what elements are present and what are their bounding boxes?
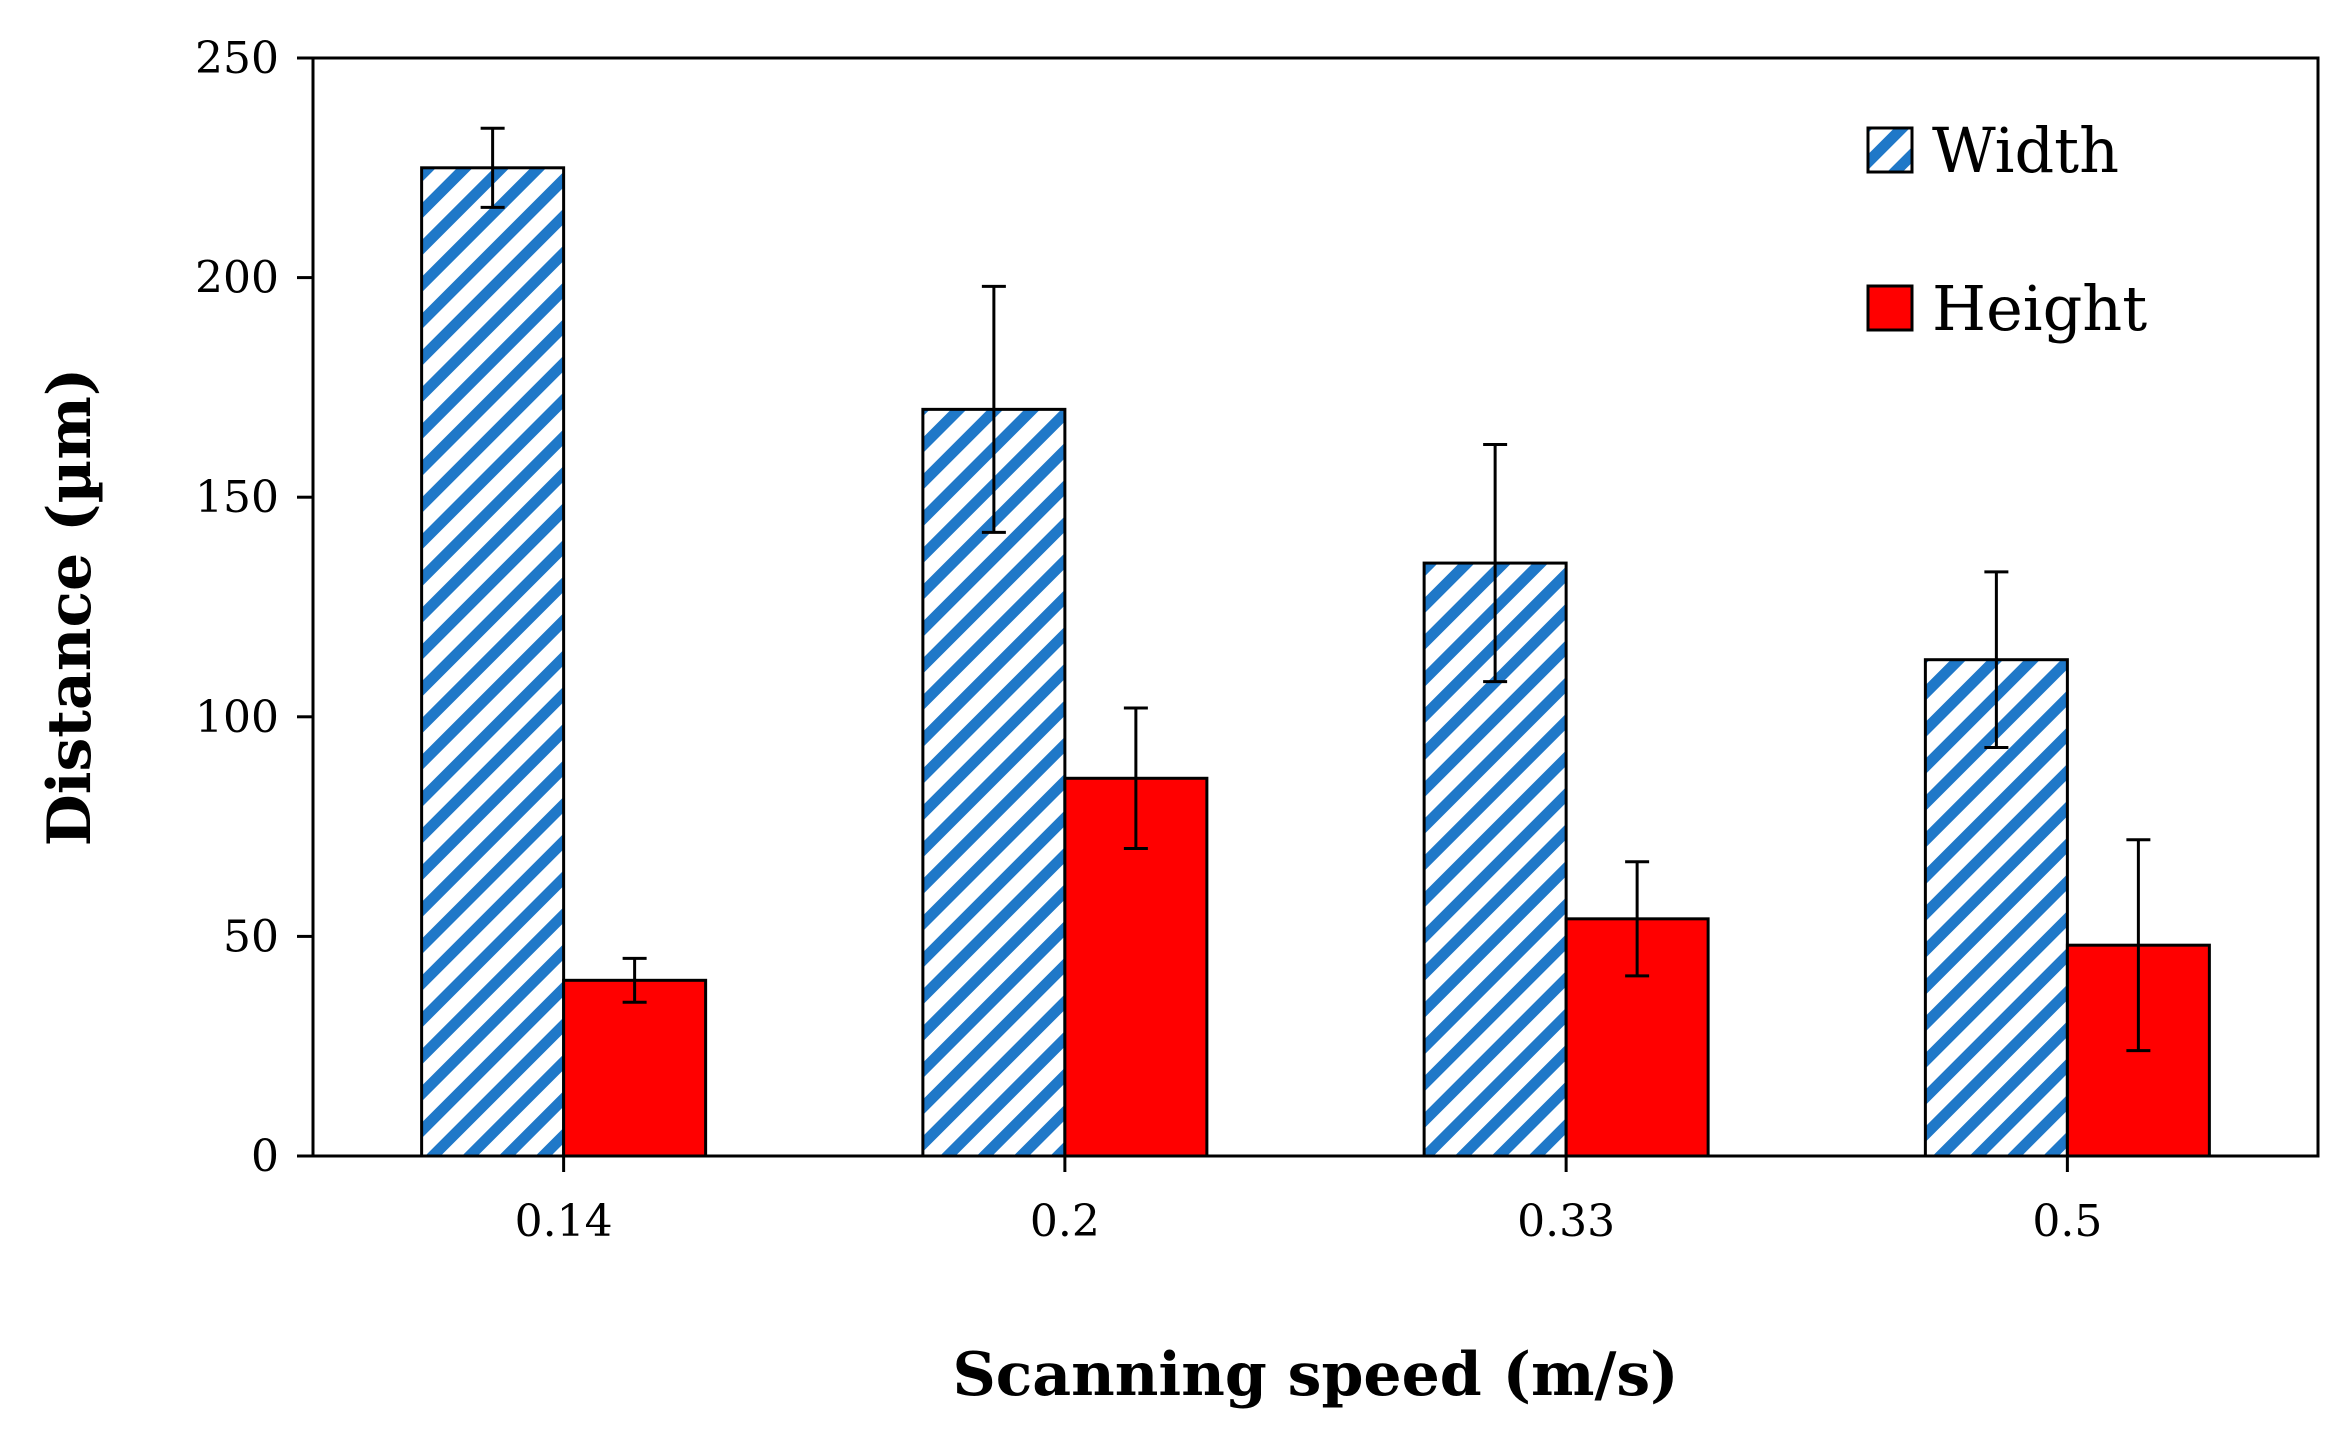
legend-swatch-height xyxy=(1866,284,1914,332)
x-tick-label: 0.5 xyxy=(2032,1196,2102,1247)
y-axis: 0 50 100 150 200 250 xyxy=(195,33,313,1182)
y-tick-label: 0 xyxy=(251,1131,279,1182)
bar-height-2 xyxy=(1564,917,1710,1158)
y-tick-label: 150 xyxy=(195,472,279,523)
y-tick-label: 250 xyxy=(195,33,279,84)
error-bars xyxy=(480,126,2151,1053)
legend-label-height: Height xyxy=(1932,272,2147,345)
x-tick-label: 0.14 xyxy=(515,1196,613,1247)
legend-label-width: Width xyxy=(1932,114,2119,187)
legend-swatch-width xyxy=(1866,126,1914,174)
x-axis: 0.14 0.2 0.33 0.5 xyxy=(515,1156,2102,1247)
error-bar-width-2 xyxy=(1483,442,1508,684)
x-axis-title: Scanning speed (m/s) xyxy=(952,1340,1678,1410)
y-tick-label: 200 xyxy=(195,253,279,304)
y-tick-label: 100 xyxy=(195,692,279,743)
y-tick-label: 50 xyxy=(223,911,279,962)
error-bar-height-0 xyxy=(622,956,647,1004)
y-axis-title: Distance (µm) xyxy=(35,368,105,847)
error-bar-height-2 xyxy=(1625,860,1650,978)
plot-area xyxy=(311,56,2320,1158)
x-tick-label: 0.2 xyxy=(1030,1196,1100,1247)
plot-frame xyxy=(311,56,2320,1158)
legend: Width Height xyxy=(1866,114,2147,345)
bar-width-0 xyxy=(420,166,566,1158)
bar-height-1 xyxy=(1063,776,1209,1158)
bars xyxy=(420,166,2211,1158)
error-bar-width-1 xyxy=(981,284,1006,534)
error-bar-width-0 xyxy=(480,126,505,209)
error-bar-width-3 xyxy=(1984,570,2009,750)
x-tick-label: 0.33 xyxy=(1517,1196,1615,1247)
error-bar-height-3 xyxy=(2126,838,2151,1053)
error-bar-height-1 xyxy=(1123,706,1148,851)
bar-height-0 xyxy=(562,978,708,1158)
